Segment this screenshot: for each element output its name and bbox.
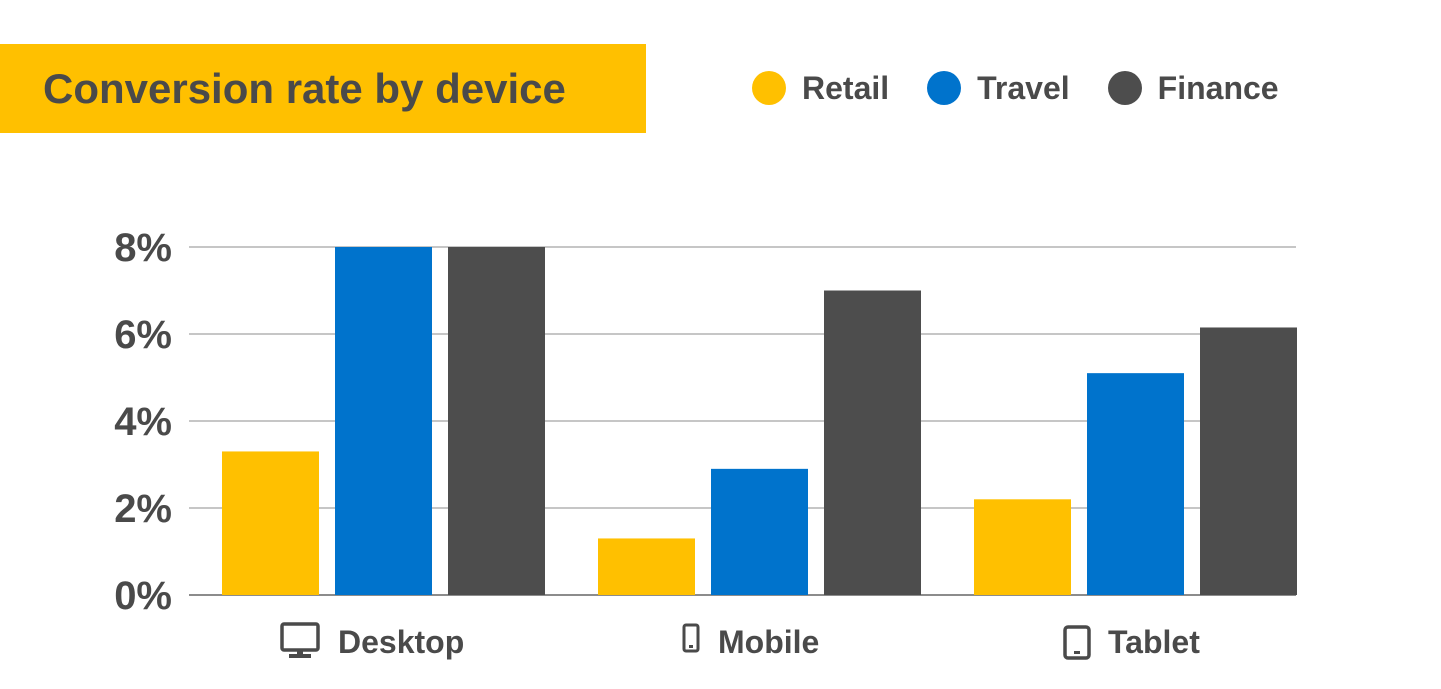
legend: Retail Travel Finance [752, 66, 1317, 110]
x-tick-label: Tablet [1108, 624, 1200, 660]
y-tick-label: 0% [114, 574, 172, 618]
x-tick-label: Mobile [718, 624, 819, 660]
bar-retail-mobile [598, 538, 695, 595]
legend-item-travel: Travel [927, 70, 1070, 107]
y-tick-label: 2% [114, 487, 172, 531]
bar-finance-tablet [1200, 327, 1297, 595]
y-tick-label: 8% [114, 226, 172, 270]
bar-finance-desktop [448, 247, 545, 595]
bar-travel-mobile [711, 468, 808, 595]
x-tick-label: Desktop [338, 624, 464, 660]
legend-label-retail: Retail [802, 69, 890, 106]
phone-icon [682, 623, 700, 653]
legend-label-travel: Travel [977, 69, 1070, 106]
legend-item-finance: Finance [1107, 69, 1279, 107]
bar-travel-desktop [335, 247, 432, 595]
tablet-icon [1063, 625, 1091, 660]
title-banner: Conversion rate by device [0, 44, 646, 133]
chart-title: Conversion rate by device [43, 64, 566, 112]
legend-swatch-travel [927, 71, 962, 105]
monitor-icon [280, 622, 320, 658]
y-tick-label: 4% [114, 400, 172, 444]
bar-travel-tablet [1087, 373, 1184, 595]
legend-swatch-retail [752, 71, 786, 105]
bar-finance-mobile [824, 290, 921, 595]
legend-item-retail: Retail [752, 70, 889, 107]
legend-label-finance: Finance [1157, 69, 1279, 106]
bar-retail-tablet [974, 499, 1071, 595]
bar-retail-desktop [222, 451, 319, 595]
y-tick-label: 6% [114, 313, 172, 357]
legend-swatch-finance [1107, 71, 1142, 105]
